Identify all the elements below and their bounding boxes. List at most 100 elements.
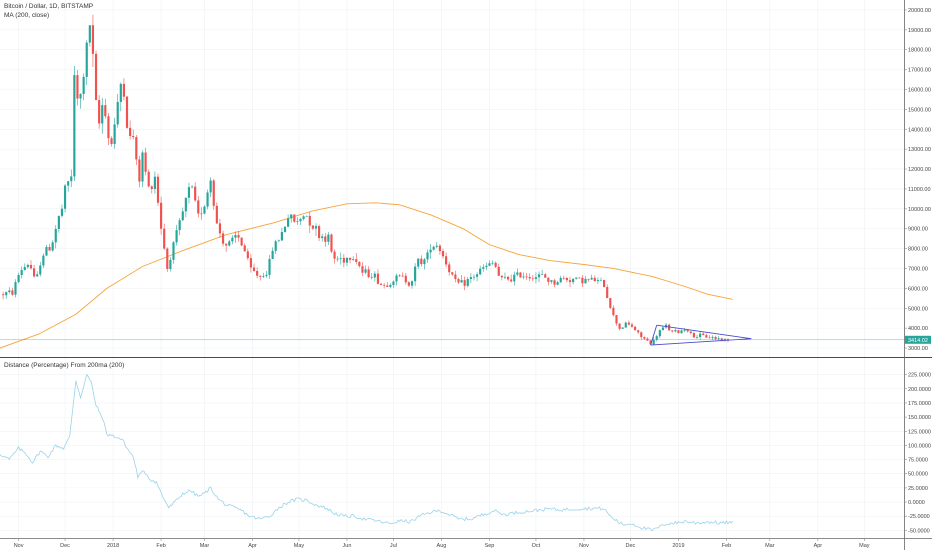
price-tick-label: 3000.00: [908, 346, 928, 352]
candle-body: [534, 277, 538, 279]
candle: [119, 82, 122, 112]
indicator-tick-label: 100.0000: [908, 443, 931, 449]
candle-body: [88, 25, 91, 43]
candle-body: [268, 258, 271, 275]
time-tick-label: Apr: [248, 543, 257, 549]
candle-body: [67, 181, 70, 186]
candle: [166, 247, 169, 272]
candle-body: [262, 275, 265, 277]
candle: [82, 73, 85, 101]
candle: [503, 272, 507, 280]
candle: [410, 280, 414, 289]
candle: [627, 320, 630, 326]
indicator-tick-label: 50.0000: [908, 472, 928, 478]
time-tick-label: May: [859, 543, 870, 549]
candle-body: [457, 279, 460, 283]
candle: [240, 237, 243, 247]
candle-body: [101, 105, 104, 124]
candle-body: [91, 25, 95, 54]
candle: [491, 260, 494, 265]
candle: [290, 214, 293, 223]
candle-body: [668, 324, 671, 331]
candle-body: [370, 277, 373, 278]
candle-body: [45, 246, 48, 256]
candle: [482, 264, 485, 272]
indicator-axis[interactable]: -50.0000 -25.0000 0.0000 25.0000 50.0000 75.0…: [904, 373, 931, 535]
candle: [5, 291, 8, 299]
candle: [39, 261, 42, 277]
candle: [8, 287, 11, 294]
candle: [36, 271, 39, 277]
candle: [448, 261, 451, 276]
candle: [268, 254, 271, 279]
candle-body: [361, 266, 364, 273]
candle-body: [572, 278, 575, 283]
candle-body: [435, 245, 438, 247]
triangle-left-edge: [650, 325, 658, 346]
candle-body: [383, 284, 386, 286]
indicator-legend[interactable]: Distance (Percentage) From 200ma (200): [4, 362, 125, 369]
candle: [110, 136, 113, 147]
time-axis[interactable]: Nov Dec 2018 Feb Mar Apr May Jun Jul Aug Sep Oct Nov…: [14, 538, 870, 549]
candle-body: [141, 152, 144, 182]
price-axis[interactable]: 3000.00 4000.00 5000.00 6000.00 7000.00 8000.…: [904, 8, 931, 352]
candle-body: [699, 333, 702, 338]
candle-body: [398, 275, 401, 277]
price-tick-label: 19000.00: [908, 28, 931, 34]
candle-body: [537, 274, 541, 278]
candle: [522, 272, 525, 280]
time-tick-label: May: [294, 543, 305, 549]
candle-body: [221, 233, 225, 244]
candle: [606, 284, 609, 299]
price-tick-label: 5000.00: [908, 306, 928, 312]
candle: [29, 260, 33, 270]
candle-body: [410, 281, 414, 286]
candle: [308, 211, 311, 234]
candle-body: [252, 267, 256, 271]
candle: [45, 244, 48, 256]
candle: [51, 240, 54, 252]
candle-body: [181, 211, 184, 221]
candle: [252, 263, 256, 272]
candle: [525, 272, 528, 280]
price-tick-label: 8000.00: [908, 247, 928, 253]
candle-body: [680, 330, 683, 334]
candle-body: [94, 53, 98, 101]
candle-body: [163, 228, 166, 249]
candle: [265, 270, 268, 278]
candle: [135, 135, 138, 166]
candle-body: [345, 257, 349, 263]
ma-legend[interactable]: MA (200, close): [4, 12, 50, 19]
candle: [373, 271, 376, 282]
candle: [550, 279, 553, 284]
candle: [581, 275, 584, 288]
candle-body: [290, 214, 293, 219]
candle-body: [596, 280, 599, 282]
candle-body: [466, 279, 469, 286]
candle-body: [156, 176, 160, 203]
candle-body: [609, 298, 612, 308]
last-price-tag-label: 3414.02: [908, 338, 928, 344]
symbol-legend[interactable]: Bitcoin / Dollar, 1D, BITSTAMP: [4, 3, 94, 10]
indicator-tick-label: -50.0000: [908, 528, 930, 534]
candle: [689, 331, 692, 335]
candle: [615, 314, 618, 326]
candle: [593, 275, 596, 282]
candle-body: [42, 255, 45, 266]
candle-body: [113, 124, 116, 145]
candle: [42, 253, 45, 268]
candlestick-series: [2, 14, 730, 346]
candle-body: [218, 223, 222, 234]
candle-body: [324, 236, 327, 242]
candle: [445, 252, 448, 268]
candle: [547, 277, 550, 286]
candle-body: [581, 277, 584, 284]
candle: [438, 243, 441, 255]
candle-body: [336, 258, 339, 260]
candle: [339, 252, 342, 265]
candle-body: [60, 208, 64, 216]
candle: [336, 256, 339, 262]
candle: [361, 262, 364, 277]
